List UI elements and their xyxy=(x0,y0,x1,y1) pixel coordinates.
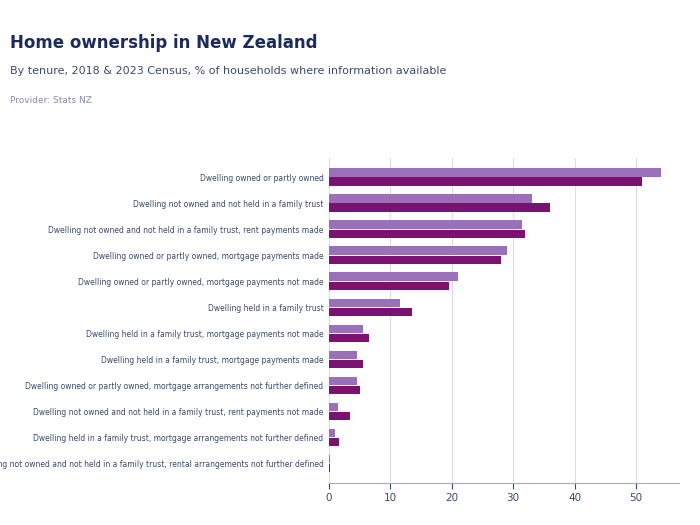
Bar xyxy=(329,256,501,264)
Bar xyxy=(329,386,360,394)
Text: Provider: Stats NZ: Provider: Stats NZ xyxy=(10,96,92,104)
Text: By tenure, 2018 & 2023 Census, % of households where information available: By tenure, 2018 & 2023 Census, % of hous… xyxy=(10,66,447,76)
Bar xyxy=(329,169,661,176)
Bar xyxy=(329,455,330,463)
Text: figure.nz: figure.nz xyxy=(615,23,689,38)
Bar xyxy=(329,308,412,316)
Text: Home ownership in New Zealand: Home ownership in New Zealand xyxy=(10,34,318,52)
Bar xyxy=(329,220,522,229)
Bar xyxy=(329,351,356,359)
Bar xyxy=(329,229,526,238)
Bar xyxy=(329,194,531,203)
Bar xyxy=(329,412,351,420)
Bar xyxy=(329,281,449,290)
Bar xyxy=(329,464,330,472)
Bar xyxy=(329,334,369,342)
Bar xyxy=(329,204,550,212)
Bar xyxy=(329,324,363,333)
Bar xyxy=(329,376,356,385)
Bar xyxy=(329,246,507,255)
Bar xyxy=(329,438,340,446)
Bar xyxy=(329,429,335,437)
Bar xyxy=(329,360,363,368)
Bar xyxy=(329,299,400,307)
Bar xyxy=(329,403,338,411)
Bar xyxy=(329,177,642,186)
Bar xyxy=(329,272,458,281)
